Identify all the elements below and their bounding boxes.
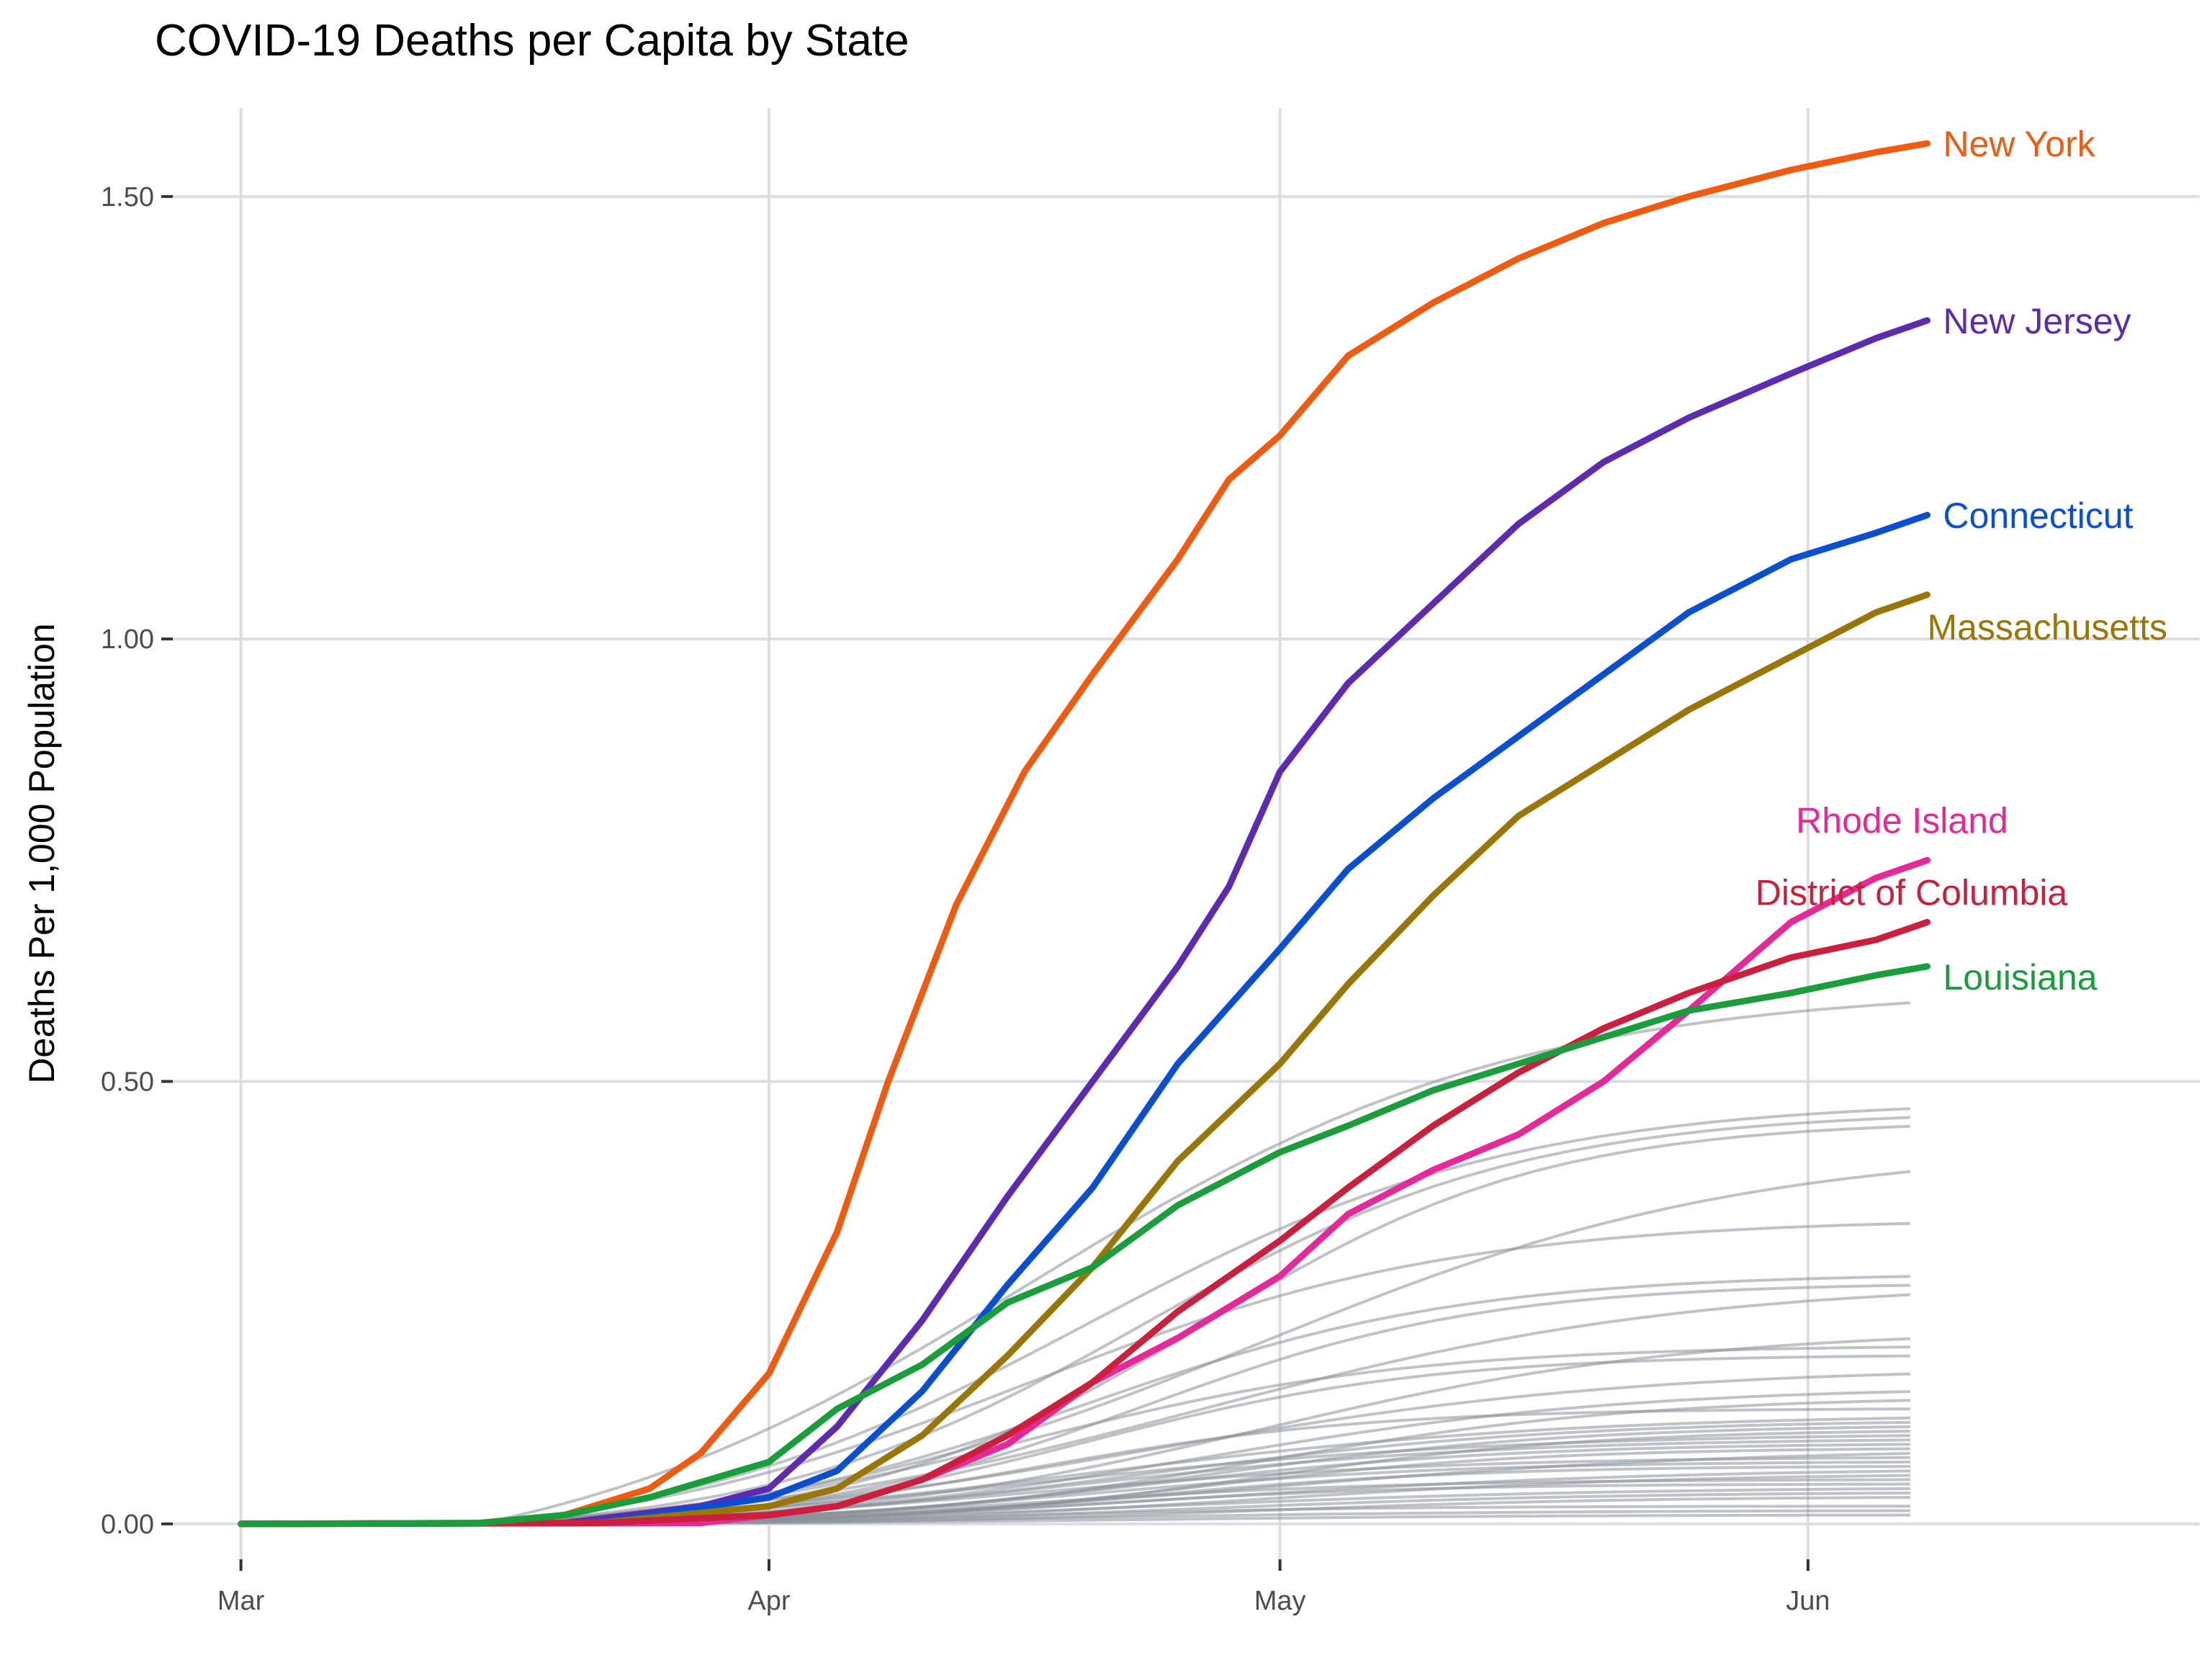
y-tick-label: 0.50	[101, 1067, 154, 1098]
axes: 0.00 0.50 1.00 1.50 Mar Apr May Jun	[101, 182, 1830, 1616]
background-state-lines	[240, 1001, 1911, 1525]
x-tick-label: Apr	[747, 1586, 790, 1616]
gridlines	[173, 108, 2200, 1559]
x-tick-label: Jun	[1786, 1586, 1830, 1616]
series-line-new-york	[238, 140, 1930, 1528]
y-tick-label: 1.50	[101, 182, 154, 212]
series-label-new-york: New York	[1943, 124, 2096, 164]
series-label-massachusetts: Massachusetts	[1928, 607, 2167, 647]
background-series-line	[240, 1222, 1910, 1525]
x-tick-label: May	[1254, 1586, 1306, 1616]
series-line-new-jersey	[238, 317, 1930, 1528]
background-series-line	[240, 1116, 1910, 1525]
series-label-district-of-columbia: District of Columbia	[1755, 872, 2068, 913]
x-tick-label: Mar	[217, 1586, 265, 1616]
series-labels: New York New Jersey Connecticut Massachuset…	[1755, 124, 2167, 998]
series-line-district-of-columbia	[238, 918, 1930, 1528]
series-label-louisiana: Louisiana	[1943, 957, 2098, 998]
series-line-massachusetts	[238, 591, 1930, 1528]
series-label-new-jersey: New Jersey	[1943, 301, 2131, 341]
highlighted-state-lines	[238, 140, 1930, 1528]
y-tick-label: 0.00	[101, 1510, 154, 1540]
chart-title: COVID-19 Deaths per Capita by State	[155, 16, 909, 66]
y-axis-label: Deaths Per 1,000 Population	[22, 623, 62, 1083]
series-line-louisiana	[238, 963, 1930, 1528]
series-label-rhode-island: Rhode Island	[1796, 800, 2008, 841]
y-tick-label: 1.00	[101, 624, 154, 655]
series-line-connecticut	[238, 511, 1930, 1528]
series-label-connecticut: Connecticut	[1943, 496, 2134, 536]
background-series-line	[240, 1345, 1910, 1525]
